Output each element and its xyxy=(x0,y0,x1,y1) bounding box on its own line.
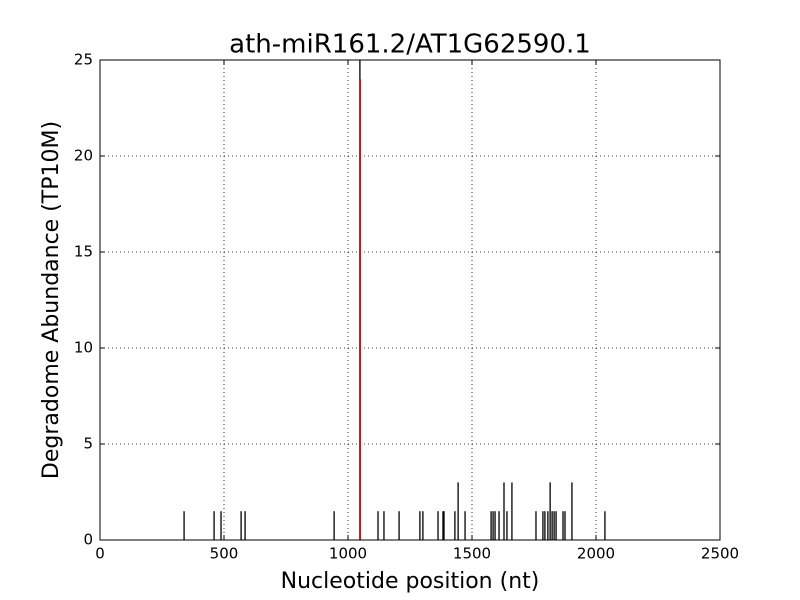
y-tick-label: 15 xyxy=(74,243,93,261)
y-tick-label: 25 xyxy=(74,51,93,69)
y-tick-label: 5 xyxy=(83,435,93,453)
y-tick-label: 0 xyxy=(83,531,93,549)
chart-title: ath-miR161.2/AT1G62590.1 xyxy=(229,30,591,60)
x-tick-label: 2000 xyxy=(577,545,615,563)
x-tick-label: 1000 xyxy=(329,545,367,563)
y-axis-label: Degradome Abundance (TP10M) xyxy=(39,121,64,479)
x-tick-label: 0 xyxy=(95,545,105,563)
x-tick-label: 1500 xyxy=(453,545,491,563)
y-tick-label: 20 xyxy=(74,147,93,165)
x-tick-label: 500 xyxy=(210,545,239,563)
plot-frame xyxy=(99,59,721,541)
y-tick-label: 10 xyxy=(74,339,93,357)
x-axis-label: Nucleotide position (nt) xyxy=(281,569,540,594)
x-tick-label: 2500 xyxy=(701,545,739,563)
